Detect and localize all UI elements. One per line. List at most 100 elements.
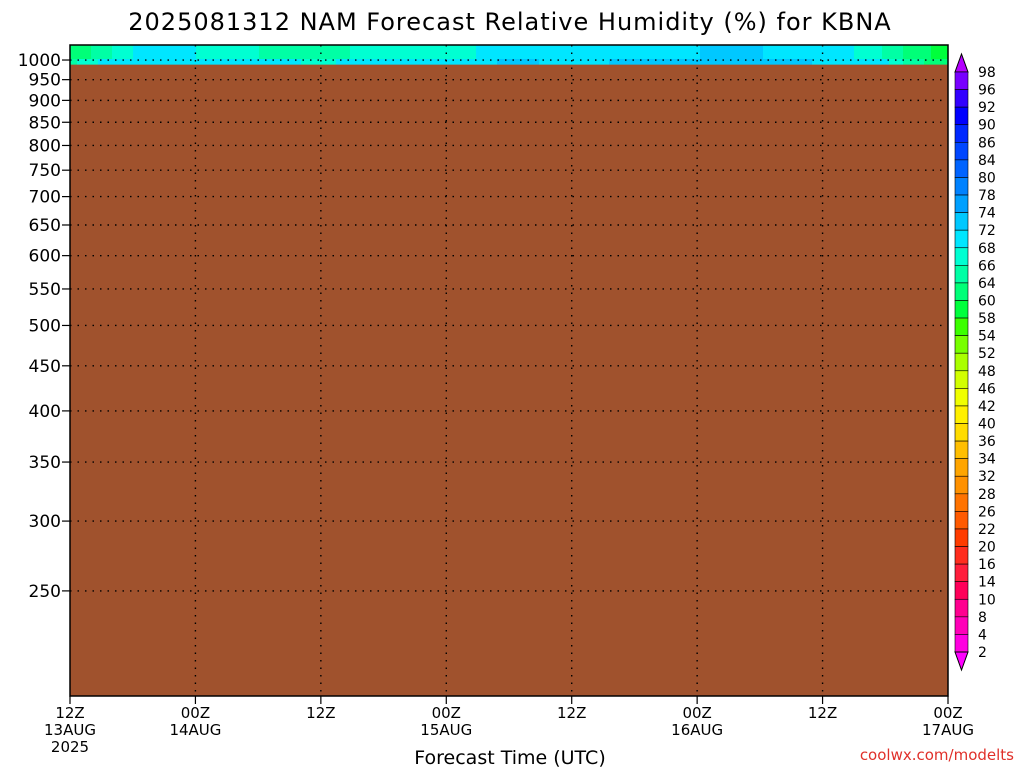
- rh-cell: [490, 45, 498, 53]
- rh-cell: [448, 59, 456, 67]
- rh-cell: [350, 45, 358, 53]
- rh-cell: [637, 59, 645, 67]
- rh-cell: [511, 45, 519, 53]
- rh-cell: [903, 45, 911, 53]
- rh-cell: [224, 59, 232, 67]
- rh-cell: [427, 59, 435, 67]
- rh-cell: [805, 45, 813, 53]
- rh-cell: [231, 52, 239, 60]
- rh-cell: [469, 45, 477, 53]
- rh-cell: [714, 52, 722, 60]
- rh-cell: [833, 45, 841, 53]
- rh-cell: [378, 59, 386, 67]
- rh-cell: [371, 52, 379, 60]
- rh-cell: [196, 59, 204, 67]
- rh-cell: [329, 59, 337, 67]
- rh-cell: [693, 59, 701, 67]
- rh-cell: [518, 45, 526, 53]
- rh-cell: [798, 59, 806, 67]
- rh-cell: [497, 45, 505, 53]
- rh-cell: [770, 52, 778, 60]
- rh-cell: [294, 59, 302, 67]
- rh-cell: [406, 52, 414, 60]
- rh-cell: [896, 45, 904, 53]
- rh-cell: [266, 45, 274, 53]
- rh-cell: [196, 45, 204, 53]
- rh-cell: [630, 45, 638, 53]
- rh-cell: [840, 52, 848, 60]
- rh-cell: [441, 59, 449, 67]
- rh-cell: [581, 45, 589, 53]
- rh-cell: [441, 45, 449, 53]
- rh-cell: [322, 59, 330, 67]
- rh-cell: [126, 45, 134, 53]
- rh-cell: [945, 52, 948, 60]
- rh-cell: [525, 59, 533, 67]
- rh-cell: [189, 59, 197, 67]
- rh-cell: [588, 59, 596, 67]
- rh-cell: [385, 52, 393, 60]
- rh-cell: [546, 59, 554, 67]
- rh-cell: [70, 45, 78, 53]
- rh-cell: [749, 59, 757, 67]
- rh-cell: [616, 45, 624, 53]
- rh-cell: [399, 52, 407, 60]
- rh-cell: [560, 59, 568, 67]
- rh-cell: [679, 45, 687, 53]
- rh-cell: [245, 45, 253, 53]
- rh-cell: [147, 59, 155, 67]
- rh-cell: [931, 45, 939, 53]
- rh-cell: [686, 52, 694, 60]
- rh-cell: [217, 45, 225, 53]
- rh-cell: [273, 52, 281, 60]
- rh-cell: [728, 45, 736, 53]
- rh-cell: [105, 59, 113, 67]
- rh-cell: [672, 59, 680, 67]
- rh-cell: [483, 52, 491, 60]
- rh-cell: [252, 45, 260, 53]
- rh-cell: [546, 45, 554, 53]
- rh-cell: [742, 59, 750, 67]
- rh-cell: [427, 45, 435, 53]
- rh-cell: [910, 45, 918, 53]
- rh-cell: [840, 45, 848, 53]
- rh-cell: [665, 45, 673, 53]
- rh-cell: [343, 52, 351, 60]
- rh-cell: [224, 52, 232, 60]
- rh-cell: [434, 52, 442, 60]
- rh-cell: [322, 45, 330, 53]
- rh-cell: [273, 45, 281, 53]
- rh-cell: [665, 59, 673, 67]
- rh-cell: [350, 52, 358, 60]
- rh-cell: [504, 59, 512, 67]
- rh-cell: [91, 52, 99, 60]
- rh-cell: [294, 52, 302, 60]
- rh-cell: [763, 59, 771, 67]
- rh-cell: [672, 45, 680, 53]
- rh-cell: [483, 45, 491, 53]
- rh-cell: [462, 52, 470, 60]
- rh-cell: [210, 45, 218, 53]
- rh-cell: [581, 59, 589, 67]
- rh-cell: [560, 45, 568, 53]
- rh-cell: [301, 59, 309, 67]
- rh-cell: [672, 52, 680, 60]
- rh-cell: [791, 59, 799, 67]
- rh-cell: [588, 52, 596, 60]
- rh-cell: [623, 52, 631, 60]
- rh-cell: [567, 45, 575, 53]
- rh-cell: [889, 45, 897, 53]
- rh-cell: [343, 59, 351, 67]
- rh-cell: [819, 52, 827, 60]
- rh-cell: [686, 45, 694, 53]
- rh-cell: [735, 52, 743, 60]
- rh-cell: [175, 45, 183, 53]
- rh-cell: [497, 52, 505, 60]
- rh-cell: [777, 52, 785, 60]
- rh-cell: [364, 59, 372, 67]
- rh-cell: [833, 59, 841, 67]
- rh-cell: [707, 52, 715, 60]
- rh-cell: [392, 59, 400, 67]
- rh-cell: [623, 45, 631, 53]
- rh-cell: [532, 59, 540, 67]
